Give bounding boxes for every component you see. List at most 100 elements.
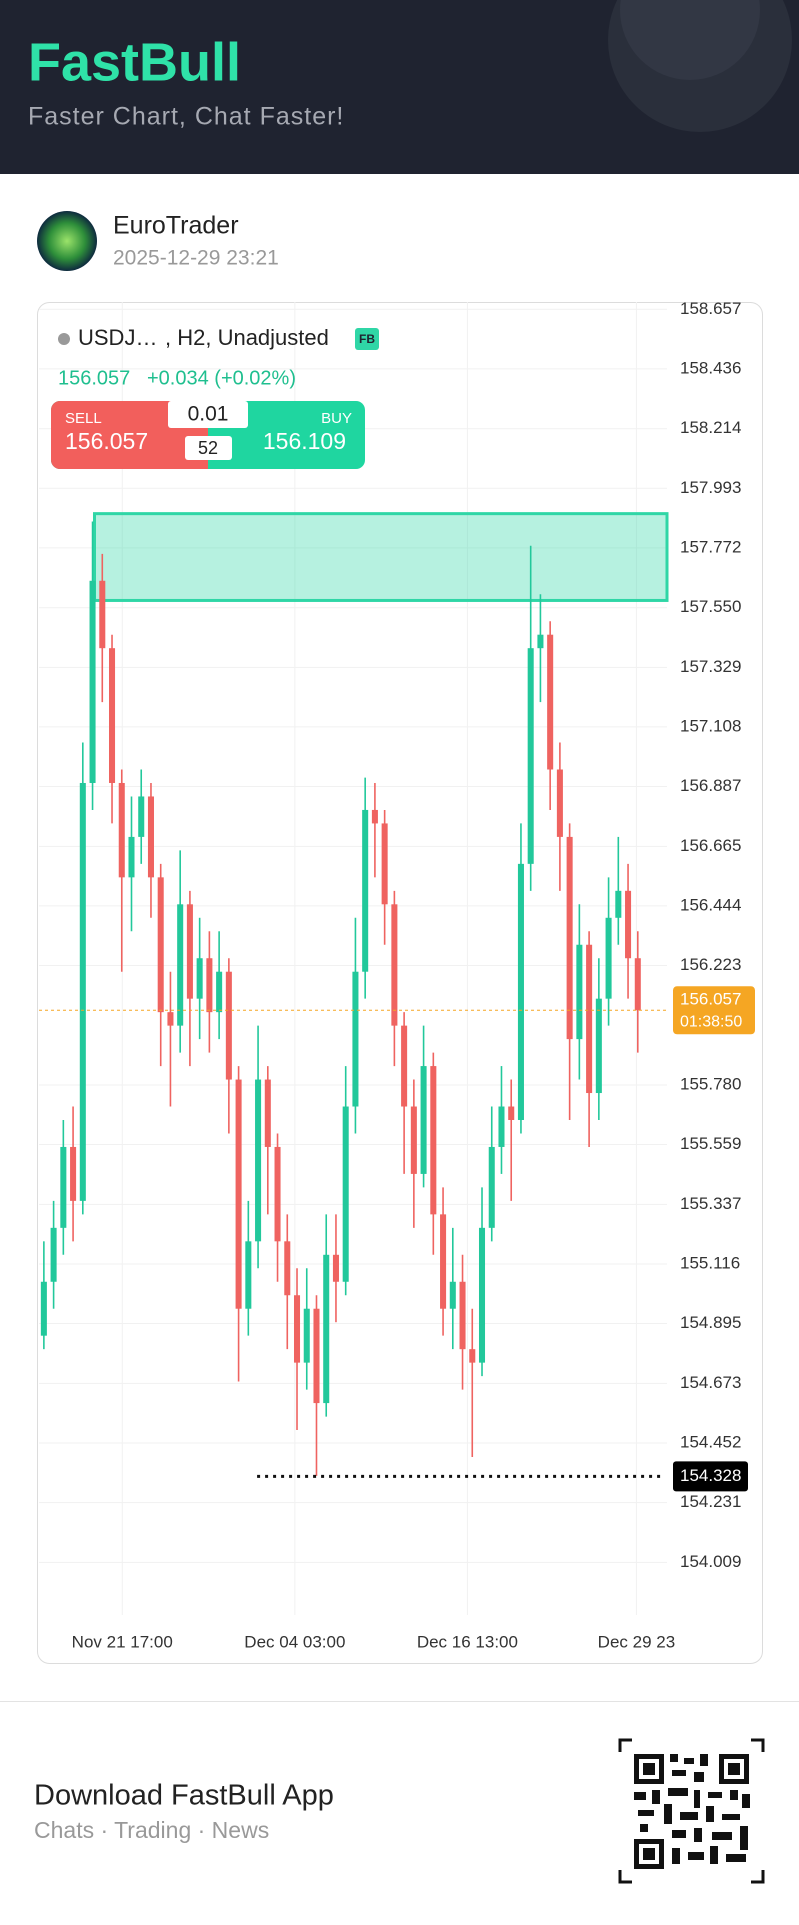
candle-body	[196, 958, 203, 999]
brand: FastBull	[28, 32, 241, 92]
candle-body	[79, 782, 86, 1201]
y-tick-label: 157.550	[680, 597, 741, 616]
y-tick-label: 154.231	[680, 1492, 741, 1511]
sell-label: SELL	[65, 410, 102, 427]
symbol: USDJ…	[78, 325, 157, 350]
candle-body	[391, 904, 398, 1026]
candle-body	[70, 1146, 77, 1201]
lot-box[interactable]	[168, 401, 248, 428]
candle-body	[469, 1349, 476, 1363]
candle-body	[556, 769, 563, 837]
author[interactable]: EuroTrader	[113, 212, 239, 240]
candle-body	[274, 1146, 281, 1242]
buy-label: BUY	[321, 410, 352, 427]
lot: 0.01	[188, 403, 229, 426]
countdown: 01:38:50	[680, 1013, 742, 1030]
candle-body	[118, 782, 125, 878]
header-decoration	[608, 0, 792, 132]
change: +0.034 (+0.02%)	[147, 367, 296, 389]
spread-box	[185, 436, 232, 460]
sell-price: 156.057	[65, 428, 148, 454]
status-dot	[58, 333, 70, 345]
y-tick-label: 157.772	[680, 537, 741, 556]
candle-body	[50, 1227, 57, 1282]
candle-body	[264, 1079, 271, 1147]
candle-body	[138, 796, 145, 837]
y-tick-label: 158.436	[680, 358, 741, 377]
candle-body	[615, 890, 622, 918]
candle-body	[478, 1227, 486, 1363]
candle-body	[605, 917, 612, 999]
candle-body	[186, 904, 193, 999]
candle-body	[595, 998, 602, 1094]
candle-body	[109, 648, 116, 783]
y-tick-label: 156.887	[680, 776, 741, 795]
candle-body	[547, 634, 554, 770]
candle-body	[255, 1079, 262, 1242]
badge-text: FB	[359, 332, 375, 346]
y-tick-label: 154.452	[680, 1432, 741, 1451]
x-tick-label: Dec 16 13:00	[417, 1632, 518, 1651]
y-tick-label: 156.665	[680, 836, 741, 855]
candle-body	[381, 823, 388, 905]
candle-body	[313, 1308, 320, 1404]
candle-body	[167, 1012, 174, 1026]
candle-body	[332, 1254, 339, 1282]
y-tick-label: 157.108	[680, 716, 741, 735]
last-price-label: 156.057	[680, 990, 741, 1009]
candle-body	[488, 1146, 495, 1228]
footer-title: Download FastBull App	[34, 1780, 334, 1812]
candle-body	[40, 1281, 47, 1336]
candle-body	[566, 836, 573, 1040]
candle-body	[440, 1214, 447, 1309]
x-tick-label: Nov 21 17:00	[72, 1632, 173, 1651]
candle-body	[586, 944, 593, 1094]
buy-price: 156.109	[263, 428, 346, 454]
y-tick-label: 155.780	[680, 1074, 741, 1093]
candle-body	[527, 648, 534, 864]
tagline: Faster Chart, Chat Faster!	[28, 103, 344, 131]
candle-body	[430, 1066, 437, 1215]
candle-body	[352, 971, 359, 1107]
last-price-tag	[673, 986, 755, 1035]
badge	[355, 328, 379, 350]
candle-body	[128, 836, 135, 878]
y-tick-label: 155.337	[680, 1194, 741, 1213]
candle-body	[99, 580, 106, 649]
candle-body	[293, 1295, 301, 1363]
candle-body	[206, 958, 213, 1013]
candle-body	[634, 958, 641, 1011]
candle-body	[303, 1308, 310, 1363]
y-tick-label: 157.329	[680, 657, 741, 676]
y-tick-label: 154.009	[680, 1552, 741, 1571]
candle-body	[401, 1025, 408, 1107]
symbol-params: , H2, Unadjusted	[165, 325, 329, 350]
x-tick-label: Dec 29 23	[598, 1632, 676, 1651]
avatar[interactable]	[37, 211, 97, 271]
y-tick-label: 154.673	[680, 1373, 741, 1392]
candle-body	[498, 1106, 505, 1147]
candle-body	[245, 1241, 252, 1309]
candle-body	[459, 1281, 466, 1350]
candle-body	[323, 1254, 330, 1404]
candle-body	[216, 971, 223, 1013]
zone	[92, 512, 669, 602]
candle-body	[517, 863, 524, 1120]
qr-code[interactable]	[618, 1738, 765, 1884]
y-tick-label: 158.657	[680, 299, 741, 318]
y-tick-label: 154.895	[680, 1313, 741, 1332]
y-tick-label: 157.993	[680, 478, 741, 497]
y-tick-label: 155.116	[680, 1253, 740, 1272]
candle-body	[371, 809, 378, 824]
y-tick-label: 156.223	[680, 955, 741, 974]
spread: 52	[198, 438, 218, 458]
candle-body	[157, 877, 164, 1013]
candle-body	[625, 890, 632, 959]
footer-subtitle: Chats · Trading · News	[34, 1817, 269, 1843]
candle-body	[537, 634, 544, 649]
y-tick-label: 158.214	[680, 418, 741, 437]
candle-body	[576, 944, 583, 1040]
candle-body	[89, 580, 96, 783]
